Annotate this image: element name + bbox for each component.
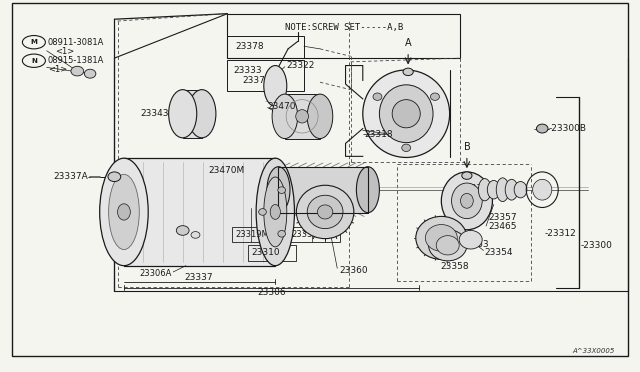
Ellipse shape — [429, 230, 467, 261]
Ellipse shape — [264, 65, 287, 106]
Text: 23319M: 23319M — [235, 230, 269, 239]
Ellipse shape — [176, 226, 189, 235]
Ellipse shape — [460, 231, 482, 249]
Ellipse shape — [426, 225, 458, 251]
Text: 08915-1381A: 08915-1381A — [48, 56, 104, 65]
Ellipse shape — [118, 204, 131, 220]
Ellipse shape — [296, 110, 308, 123]
Ellipse shape — [272, 94, 298, 138]
Text: 23306A: 23306A — [139, 269, 172, 278]
Ellipse shape — [380, 85, 433, 142]
Ellipse shape — [278, 187, 285, 193]
Ellipse shape — [461, 193, 473, 208]
Text: -23300B: -23300B — [548, 124, 587, 133]
Ellipse shape — [188, 90, 216, 138]
Ellipse shape — [191, 232, 200, 238]
Text: 23310: 23310 — [252, 248, 280, 257]
Ellipse shape — [487, 180, 500, 199]
Ellipse shape — [403, 68, 413, 76]
Ellipse shape — [296, 185, 354, 238]
Text: 23318: 23318 — [365, 130, 394, 140]
Bar — [182, 90, 202, 138]
Ellipse shape — [416, 217, 467, 259]
Text: 23337: 23337 — [184, 273, 213, 282]
Bar — [227, 60, 304, 92]
Bar — [285, 94, 320, 138]
Ellipse shape — [267, 167, 290, 213]
Text: 08911-3081A: 08911-3081A — [48, 38, 104, 47]
Ellipse shape — [259, 209, 266, 215]
Text: N: N — [31, 58, 37, 64]
Ellipse shape — [84, 69, 96, 78]
Text: 23306: 23306 — [257, 288, 286, 297]
Ellipse shape — [514, 182, 527, 198]
Bar — [227, 36, 304, 58]
Text: 23333: 23333 — [234, 66, 262, 75]
Ellipse shape — [402, 144, 411, 151]
Ellipse shape — [462, 172, 472, 179]
Ellipse shape — [109, 174, 140, 250]
Text: 23360: 23360 — [339, 266, 368, 275]
Bar — [232, 227, 284, 242]
Ellipse shape — [431, 93, 440, 100]
Text: A^33X0005: A^33X0005 — [572, 347, 614, 353]
Text: 23363: 23363 — [461, 240, 489, 249]
Text: A: A — [405, 38, 412, 48]
Text: 23341: 23341 — [466, 185, 494, 193]
Text: -23312: -23312 — [545, 229, 577, 238]
Bar — [278, 167, 368, 213]
Ellipse shape — [264, 177, 287, 247]
Bar — [124, 158, 275, 266]
Text: 23338M: 23338M — [291, 230, 325, 239]
Text: M: M — [31, 39, 37, 45]
Ellipse shape — [373, 93, 382, 100]
Ellipse shape — [496, 178, 509, 202]
Ellipse shape — [71, 66, 84, 76]
Ellipse shape — [532, 179, 552, 200]
Text: 23470: 23470 — [268, 102, 296, 111]
Text: 23465: 23465 — [488, 222, 516, 231]
Text: 23337A: 23337A — [53, 172, 88, 181]
Text: <1>: <1> — [55, 47, 74, 56]
Ellipse shape — [307, 195, 343, 229]
Ellipse shape — [356, 167, 380, 213]
Text: 23379: 23379 — [242, 76, 271, 85]
Bar — [248, 245, 296, 261]
Text: 23470M: 23470M — [208, 166, 244, 174]
Ellipse shape — [317, 205, 333, 219]
Ellipse shape — [442, 172, 492, 230]
Ellipse shape — [478, 179, 491, 201]
Text: 23357: 23357 — [488, 213, 516, 222]
Text: 23354: 23354 — [484, 248, 513, 257]
Ellipse shape — [270, 205, 280, 219]
Ellipse shape — [392, 100, 420, 128]
Ellipse shape — [100, 158, 148, 266]
Ellipse shape — [278, 230, 285, 237]
Ellipse shape — [256, 158, 294, 266]
Ellipse shape — [505, 179, 518, 200]
Ellipse shape — [363, 70, 450, 157]
Text: 23358: 23358 — [440, 262, 468, 271]
Text: <1>: <1> — [49, 65, 68, 74]
Ellipse shape — [436, 235, 460, 255]
Text: 23343: 23343 — [141, 109, 170, 118]
Text: B: B — [463, 142, 470, 152]
Ellipse shape — [307, 94, 333, 138]
Text: 23322: 23322 — [287, 61, 315, 70]
Bar — [288, 227, 340, 242]
Text: -23300: -23300 — [580, 241, 612, 250]
Ellipse shape — [536, 124, 548, 133]
Ellipse shape — [169, 90, 196, 138]
Text: 23378: 23378 — [236, 42, 264, 51]
Ellipse shape — [452, 183, 482, 219]
Ellipse shape — [108, 172, 121, 182]
Text: NOTE:SCREW SET-----A,B: NOTE:SCREW SET-----A,B — [285, 23, 403, 32]
Bar — [278, 167, 368, 213]
